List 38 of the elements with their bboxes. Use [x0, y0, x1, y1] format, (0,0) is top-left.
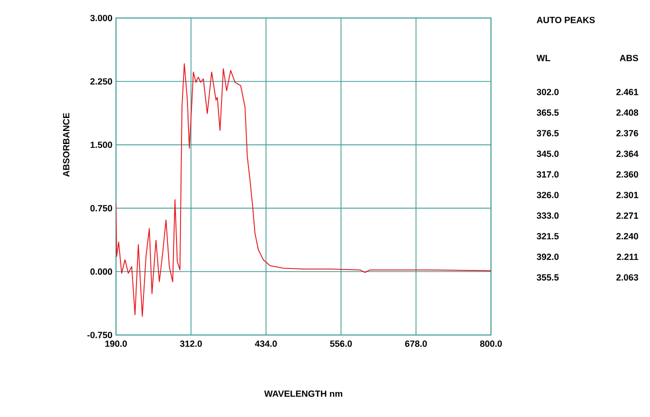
y-tick-label: 2.250: [90, 78, 112, 85]
text: 355.5: [536, 274, 559, 281]
y-tick-label: 3.000: [90, 14, 112, 22]
x-tick-label: 678.0: [405, 340, 427, 347]
x-tick-label: 800.0: [480, 340, 502, 347]
text: ABS: [620, 54, 638, 62]
text: 2.301: [616, 192, 638, 198]
x-tick-label: 190.0: [105, 340, 127, 347]
text: 392.0: [536, 254, 559, 260]
text: 365.5: [536, 109, 559, 116]
text: 2.408: [616, 109, 638, 116]
x-tick-label: 312.0: [180, 340, 202, 347]
text: 326.0: [536, 192, 559, 198]
text: 321.5: [536, 233, 559, 240]
text: 302.0: [536, 88, 559, 96]
text: WL: [536, 54, 550, 62]
y-tick-label: -0.750: [87, 332, 112, 338]
text: 2.376: [616, 130, 638, 136]
text: 2.364: [616, 150, 638, 157]
y-axis-title: ABSORBANCE: [63, 113, 70, 177]
text: 2.063: [616, 274, 638, 281]
text: 2.211: [616, 254, 638, 260]
text: 345.0: [536, 150, 559, 157]
x-tick-label: 556.0: [330, 340, 352, 347]
y-tick-label: 1.500: [90, 142, 112, 148]
text: 2.240: [616, 233, 638, 240]
x-axis-title: WAVELENGTH nm: [264, 390, 342, 397]
text: 2.271: [616, 212, 638, 219]
line-series: [116, 63, 492, 317]
text: AUTO PEAKS: [536, 16, 595, 24]
text: 376.5: [536, 130, 559, 136]
y-tick-label: 0.000: [90, 268, 112, 275]
y-tick-label: 0.750: [90, 205, 112, 212]
text: 2.461: [616, 88, 638, 96]
x-tick-label: 434.0: [254, 340, 277, 347]
text: 333.0: [536, 212, 559, 219]
text: 317.0: [536, 171, 559, 178]
text: 2.360: [616, 171, 638, 178]
